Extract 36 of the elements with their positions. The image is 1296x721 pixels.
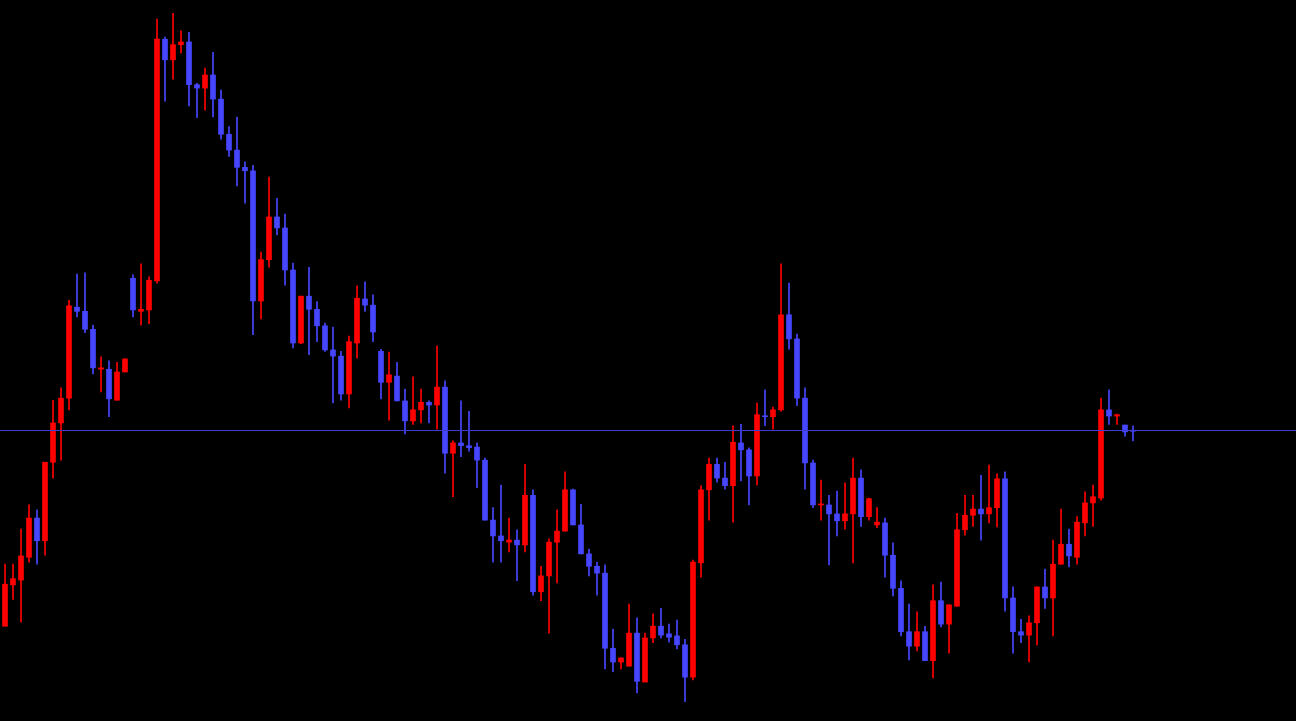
candlestick — [362, 281, 368, 312]
candlestick — [450, 440, 456, 498]
candlestick — [498, 484, 504, 563]
candlestick — [434, 345, 440, 430]
candlestick — [458, 400, 464, 458]
candlestick — [242, 161, 248, 204]
candlestick — [170, 13, 176, 80]
candlestick — [554, 509, 560, 584]
candlestick — [738, 424, 744, 482]
candlestick — [306, 266, 312, 356]
candlestick — [986, 464, 992, 524]
candlestick — [762, 389, 768, 427]
candlestick — [426, 400, 432, 424]
candlestick — [138, 263, 144, 326]
candlestick — [330, 326, 336, 404]
candlestick — [410, 376, 416, 425]
candlestick — [466, 410, 472, 452]
candlestick — [1090, 484, 1096, 527]
candlestick — [1106, 389, 1112, 425]
candlestick — [178, 30, 184, 54]
candlestick — [826, 494, 832, 566]
candlestick — [970, 494, 976, 527]
candlestick — [978, 474, 984, 541]
candlestick — [194, 82, 200, 119]
candlestick — [834, 490, 840, 537]
candlestick — [594, 561, 600, 596]
candlestick — [842, 482, 848, 530]
candlestick — [74, 273, 80, 318]
candlestick — [1114, 413, 1120, 425]
candlestick — [418, 388, 424, 424]
candlestick — [1018, 618, 1024, 644]
candlestick — [10, 563, 16, 600]
candlestick — [874, 507, 880, 529]
candlestick — [514, 529, 520, 582]
candlestick — [386, 351, 392, 421]
candlestick — [98, 356, 104, 393]
